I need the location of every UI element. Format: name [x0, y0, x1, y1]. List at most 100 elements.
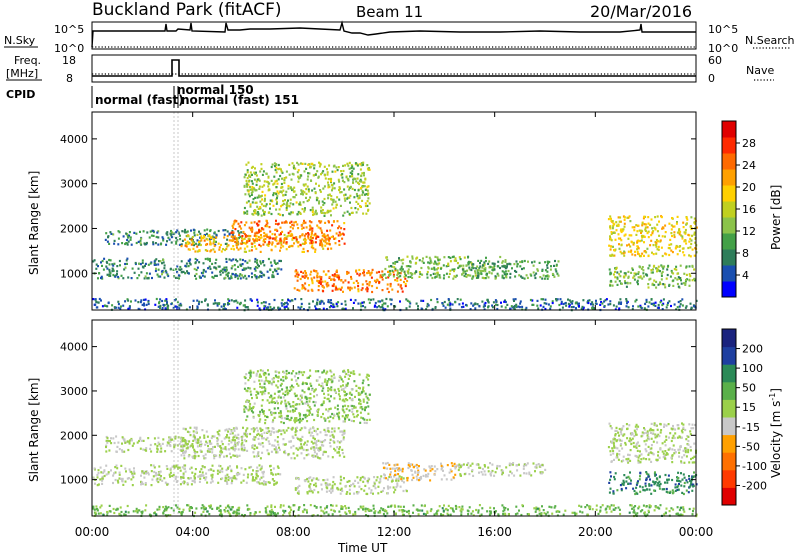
echo-cell [184, 470, 187, 473]
echo-cell [205, 430, 208, 433]
echo-cell [671, 271, 673, 274]
echo-cell [362, 379, 365, 382]
echo-cell [191, 443, 194, 446]
echo-cell [253, 438, 256, 441]
echo-cell [653, 226, 656, 229]
echo-cell [160, 450, 163, 453]
echo-cell [647, 305, 650, 308]
echo-cell [224, 446, 227, 449]
echo-cell [341, 307, 344, 311]
echo-cell [402, 258, 405, 261]
echo-cell [212, 242, 215, 245]
echo-cell [311, 280, 314, 283]
echo-cell [118, 471, 121, 474]
echo-cell [147, 437, 150, 440]
echo-cell [171, 438, 174, 441]
echo-cell [124, 266, 127, 269]
echo-cell [675, 265, 678, 268]
echo-cell [198, 480, 201, 483]
echo-cell [283, 371, 286, 374]
echo-cell [256, 453, 259, 456]
echo-cell [251, 276, 253, 279]
echo-cell [312, 436, 315, 440]
echo-cell [603, 305, 606, 308]
echo-cell [166, 273, 169, 276]
echo-cell [350, 393, 353, 396]
echo-cell [297, 273, 300, 276]
echo-cell [393, 504, 396, 507]
echo-cell [394, 267, 397, 270]
echo-cell [95, 263, 98, 266]
echo-cell [202, 454, 205, 458]
echo-cell [147, 473, 150, 476]
echo-cell [330, 302, 333, 305]
echo-cell [198, 243, 201, 246]
echo-cell [408, 305, 411, 308]
echo-cell [534, 510, 537, 513]
echo-cell [108, 258, 111, 262]
echo-cell [194, 452, 197, 455]
echo-cell [331, 170, 334, 173]
echo-cell [575, 512, 578, 515]
echo-cell [256, 455, 258, 458]
echo-cell [215, 240, 217, 243]
echo-cell [308, 413, 311, 416]
echo-cell [230, 267, 233, 270]
echo-cell [399, 272, 402, 275]
echo-cell [521, 267, 523, 271]
echo-cell [264, 301, 267, 304]
echo-cell [318, 200, 321, 203]
echo-cell [338, 243, 341, 246]
echo-cell [244, 432, 247, 435]
echo-cell [294, 220, 297, 224]
echo-cell [343, 420, 346, 423]
echo-cell [144, 264, 146, 267]
echo-cell [316, 224, 319, 227]
echo-cell [340, 302, 343, 305]
echo-cell [368, 168, 371, 171]
echo-cell [290, 178, 293, 181]
echo-cell [451, 303, 454, 306]
echo-cell [270, 508, 273, 511]
echo-cell [653, 509, 656, 512]
echo-cell [664, 286, 667, 289]
echo-cell [194, 450, 196, 453]
echo-cell [417, 305, 419, 308]
echo-cell [688, 265, 691, 268]
echo-cell [633, 509, 636, 512]
echo-cell [234, 434, 237, 437]
echo-cell [336, 196, 339, 199]
echo-cell [496, 303, 499, 307]
echo-cell [274, 233, 276, 236]
echo-cell [623, 222, 626, 225]
echo-cell [688, 254, 691, 257]
echo-cell [99, 506, 102, 509]
echo-cell [687, 246, 690, 250]
echo-cell [193, 481, 196, 484]
echo-cell [228, 258, 231, 261]
echo-cell [272, 183, 275, 186]
echo-cell [161, 236, 164, 239]
echo-cell [95, 306, 98, 309]
echo-cell [586, 513, 589, 516]
echo-cell [192, 456, 195, 459]
echo-cell [317, 447, 320, 450]
echo-cell [287, 234, 290, 237]
echo-cell [177, 436, 180, 439]
echo-cell [277, 168, 280, 171]
echo-cell [665, 306, 668, 309]
echo-cell [248, 226, 251, 229]
echo-cell [688, 507, 691, 511]
echo-cell [99, 466, 102, 469]
echo-cell [359, 205, 362, 208]
echo-cell [401, 290, 404, 293]
echo-cell [155, 513, 158, 516]
echo-cell [198, 261, 201, 264]
echo-cell [629, 282, 632, 285]
echo-cell [199, 232, 202, 235]
echo-cell [364, 204, 367, 208]
nsearch-label: N.Search [745, 34, 795, 47]
echo-cell [285, 206, 288, 209]
echo-cell [257, 451, 260, 454]
echo-cell [655, 241, 658, 244]
